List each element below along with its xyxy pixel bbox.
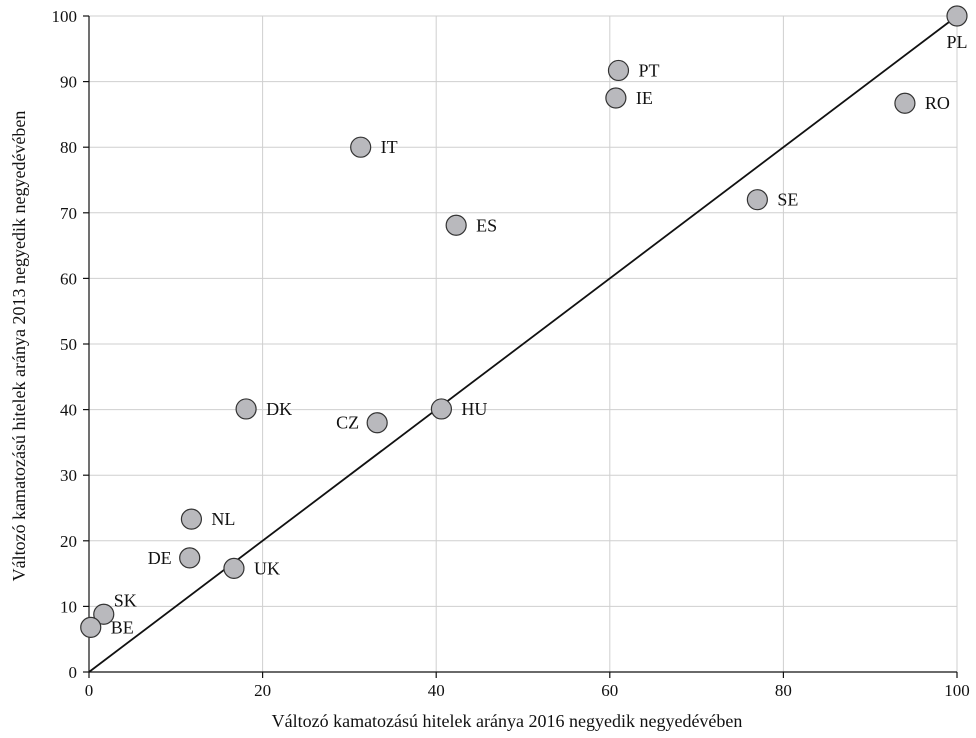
- point-labels: PL PT IE RO IT SE ES DK HU CZ NL DE UK SK BE: [111, 32, 968, 637]
- point-label-be: BE: [111, 617, 134, 637]
- point-nl: [180, 508, 203, 530]
- axes: [83, 15, 958, 678]
- point-label-de: DE: [148, 548, 172, 568]
- point-label-pl: PL: [946, 32, 967, 52]
- y-tick-label: 40: [60, 401, 77, 420]
- point-be: [80, 616, 102, 638]
- point-it: [350, 136, 372, 158]
- point-de: [179, 547, 201, 569]
- y-tick-label: 50: [60, 335, 77, 354]
- x-tick-label: 80: [775, 681, 792, 700]
- point-label-uk: UK: [254, 558, 280, 578]
- tick-labels: 0 20 40 60 80 100 0 10 20 30 40 50 60 70 80 90 100: [52, 7, 970, 700]
- x-axis-title: Változó kamatozású hitelek aránya 2016 n…: [272, 711, 743, 731]
- point-label-dk: DK: [266, 399, 292, 419]
- y-tick-label: 10: [60, 597, 77, 616]
- y-tick-label: 80: [60, 138, 77, 157]
- point-pl: [946, 5, 968, 27]
- y-tick-label: 90: [60, 73, 77, 92]
- point-se: [746, 189, 768, 211]
- point-ie: [605, 87, 627, 109]
- y-tick-label: 0: [69, 663, 78, 682]
- point-sk: [93, 603, 115, 625]
- x-tick-label: 40: [428, 681, 445, 700]
- x-tick-label: 0: [85, 681, 94, 700]
- point-hu: [430, 398, 453, 420]
- y-tick-label: 70: [60, 204, 77, 223]
- point-label-se: SE: [777, 190, 798, 210]
- grid-lines: [89, 15, 958, 672]
- data-points: [80, 5, 968, 638]
- point-label-pt: PT: [638, 60, 659, 80]
- point-label-nl: NL: [211, 509, 235, 529]
- point-label-sk: SK: [114, 590, 137, 610]
- point-label-ro: RO: [925, 93, 950, 113]
- point-pt: [607, 59, 630, 82]
- x-tick-label: 20: [254, 681, 271, 700]
- y-tick-label: 20: [60, 532, 77, 551]
- point-label-it: IT: [381, 137, 398, 157]
- x-tick-label: 60: [601, 681, 618, 700]
- x-tick-label: 100: [944, 681, 970, 700]
- y-axis-title: Változó kamatozású hitelek aránya 2013 n…: [9, 111, 29, 582]
- point-es: [445, 214, 467, 236]
- y-tick-label: 60: [60, 269, 77, 288]
- point-dk: [235, 398, 257, 420]
- point-label-cz: CZ: [336, 413, 359, 433]
- y-tick-label: 30: [60, 466, 77, 485]
- point-cz: [366, 412, 388, 434]
- y-tick-label: 100: [52, 7, 78, 26]
- point-uk: [223, 557, 245, 579]
- point-label-es: ES: [476, 215, 497, 235]
- point-ro: [894, 92, 916, 114]
- point-label-hu: HU: [461, 399, 487, 419]
- point-label-ie: IE: [636, 88, 653, 108]
